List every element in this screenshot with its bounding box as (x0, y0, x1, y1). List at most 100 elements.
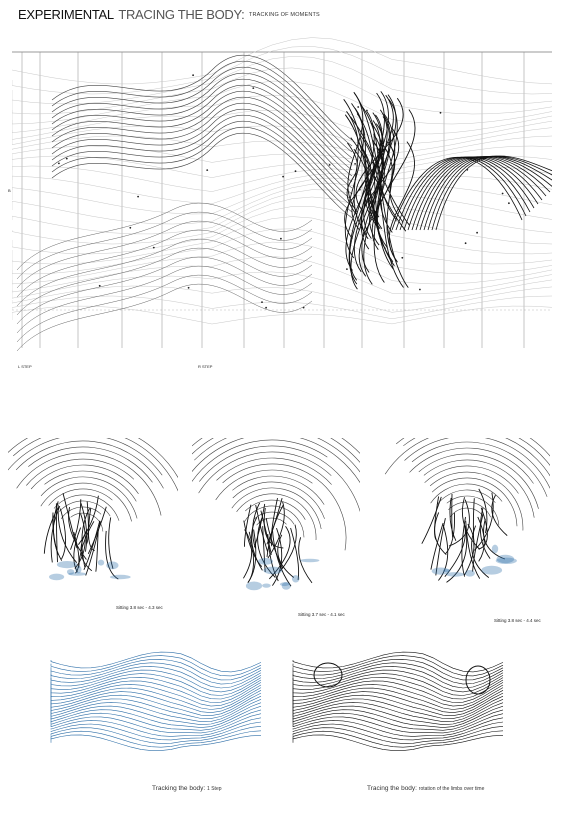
wave-line (292, 702, 504, 726)
wave-line (50, 690, 262, 714)
trace-line-dark (51, 66, 353, 153)
wave-line (292, 666, 504, 689)
trace-line-faint (12, 228, 552, 275)
trace-line-lower (16, 248, 313, 316)
sitting-caption-1: Sitting 3.8 sec - 4.3 sec (116, 605, 163, 610)
arc-line (30, 464, 139, 494)
arc-line (448, 501, 491, 518)
limb-trace (87, 506, 107, 554)
trace-line-faint (12, 80, 552, 125)
trace-line-cluster (370, 122, 393, 233)
wave-line (50, 721, 262, 741)
arc-line (411, 441, 548, 497)
trace-line-dark (51, 132, 353, 219)
arc-line (194, 438, 360, 473)
arc-line (8, 438, 178, 479)
step-left-label: L STEP (18, 364, 32, 369)
marker-dot (357, 106, 360, 108)
arc-line (232, 475, 325, 505)
trace-line-cluster (350, 116, 390, 290)
blue-smudge (281, 582, 291, 590)
marker-dot (358, 188, 361, 191)
marker-dot (346, 268, 348, 270)
arc-line (216, 457, 332, 485)
wave-line (50, 687, 262, 710)
marker-dot (419, 288, 421, 291)
wave-line (50, 709, 262, 731)
limb-trace (421, 496, 442, 544)
sitting-panel-2 (192, 438, 360, 591)
blue-smudge (75, 565, 82, 574)
trace-line-cluster (361, 114, 391, 273)
marker-dot (137, 195, 139, 198)
marker-dot (476, 231, 478, 234)
trace-line-faint (12, 241, 552, 285)
blue-smudge (97, 559, 105, 566)
limb-trace (449, 497, 457, 541)
limb-trace (78, 495, 99, 545)
arc-line (8, 438, 163, 476)
arc-line (59, 500, 111, 517)
wave-line (292, 676, 504, 700)
wave-line (292, 673, 504, 696)
limb-trace (50, 505, 61, 563)
trace-line-dark (51, 72, 353, 159)
wave-line (292, 662, 504, 685)
limb-trace (267, 501, 285, 559)
limb-trace (257, 518, 276, 578)
limb-trace (73, 527, 82, 573)
limb-trace (62, 492, 78, 549)
trace-arc (391, 157, 523, 231)
trace-line-dark (51, 54, 353, 141)
blue-smudge (262, 583, 271, 588)
trace-line-cluster (360, 92, 385, 250)
wave-line (50, 705, 262, 728)
arc-line (192, 439, 328, 482)
wave-line (50, 692, 262, 717)
trace-line-lower (16, 230, 313, 298)
marker-dot (280, 237, 282, 240)
limb-trace (271, 528, 292, 587)
wave-line (292, 680, 504, 703)
blue-smudge (464, 570, 475, 577)
trace-line-dark (51, 78, 353, 165)
arc-line (396, 438, 550, 457)
trace-line-faint (12, 94, 552, 135)
wave-line (50, 662, 262, 685)
title-bold: EXPERIMENTAL (18, 7, 114, 22)
blue-smudge (257, 558, 274, 565)
marker-dot (282, 175, 284, 178)
limb-trace (83, 520, 101, 570)
trace-line-faint (12, 183, 552, 225)
arc-line (232, 481, 325, 519)
arc-line (28, 446, 153, 483)
trace-line-dark (51, 120, 353, 207)
blue-smudge (496, 554, 515, 564)
limb-trace (478, 488, 488, 534)
limb-trace (438, 524, 449, 581)
trace-line-lower (16, 221, 313, 289)
wave-line (50, 655, 262, 677)
limb-trace (247, 531, 254, 583)
marker-dot (508, 202, 510, 205)
arc-line (70, 512, 104, 532)
trace-line-faint (12, 206, 552, 255)
wave-line (292, 695, 504, 719)
limb-trace (108, 517, 114, 569)
trace-line-dark (51, 84, 353, 171)
trace-line-faint (12, 256, 552, 295)
trace-line-lower (16, 266, 313, 334)
sitting-caption-3: Sitting 3.8 sec - 4.4 sec (494, 618, 541, 623)
arc-line (404, 438, 550, 489)
limb-trace (444, 525, 466, 577)
trace-arc (395, 156, 527, 231)
trace-line-faint (12, 196, 552, 245)
blue-smudge (263, 566, 283, 575)
blue-smudge (66, 569, 75, 575)
marker-dot (328, 164, 331, 166)
arc-line (215, 469, 313, 501)
title-thin: TRACING THE BODY: (118, 7, 245, 22)
blue-smudge (68, 572, 87, 576)
limb-trace (451, 493, 454, 538)
trace-line-lower (16, 239, 313, 307)
